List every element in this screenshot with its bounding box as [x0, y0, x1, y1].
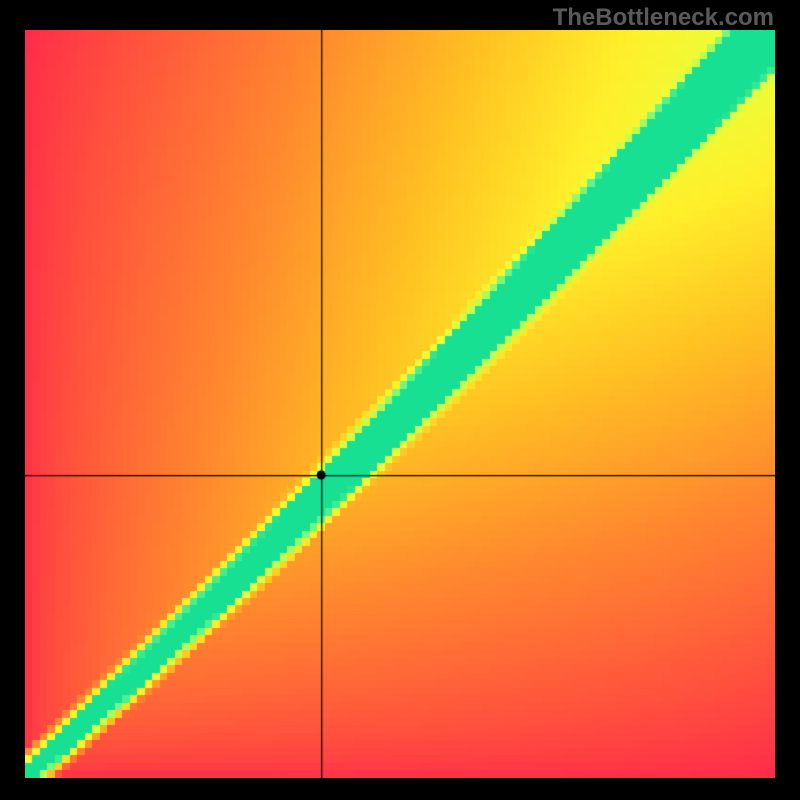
watermark-label: TheBottleneck.com — [553, 4, 774, 32]
chart-container: TheBottleneck.com — [0, 0, 800, 800]
bottleneck-heatmap — [25, 30, 775, 778]
